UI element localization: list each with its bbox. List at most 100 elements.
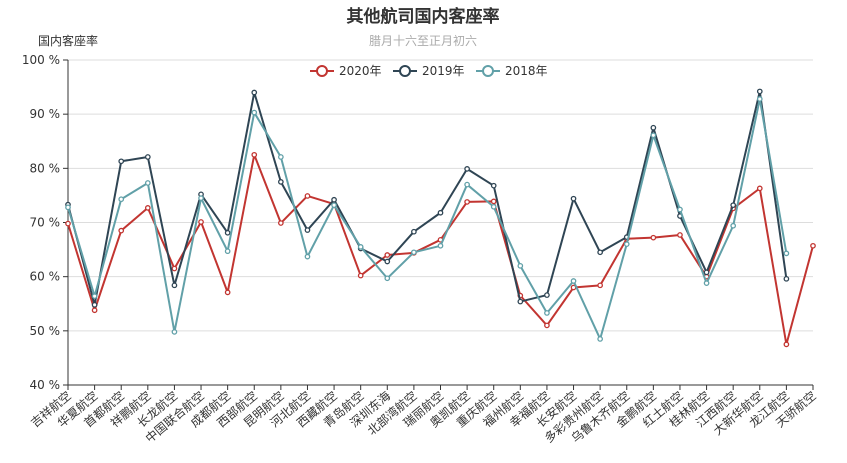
series-2019年: [65, 88, 790, 308]
legend-label: 2018年: [505, 64, 548, 78]
legend-item[interactable]: 2019年: [393, 64, 465, 78]
data-point[interactable]: [597, 249, 603, 256]
data-point[interactable]: [251, 89, 258, 96]
data-point[interactable]: [91, 307, 98, 314]
data-point[interactable]: [677, 206, 683, 213]
data-point[interactable]: [411, 249, 417, 256]
data-point[interactable]: [517, 262, 524, 269]
data-point[interactable]: [703, 269, 710, 276]
legend-label: 2020年: [339, 64, 382, 78]
data-point[interactable]: [384, 252, 391, 258]
y-tick-label: 50 %: [30, 324, 61, 338]
data-point[interactable]: [144, 205, 151, 211]
series-line: [67, 90, 788, 306]
y-axis-label: 国内客座率: [38, 33, 98, 48]
data-point[interactable]: [384, 258, 391, 265]
legend-marker: [316, 65, 328, 77]
data-point[interactable]: [304, 227, 311, 233]
y-tick-label: 60 %: [30, 270, 61, 284]
series-line: [67, 98, 788, 340]
data-point[interactable]: [118, 158, 125, 165]
series-group: [65, 88, 816, 348]
data-point[interactable]: [91, 301, 98, 308]
grid-lines: [68, 59, 813, 386]
data-point[interactable]: [224, 248, 231, 255]
data-point[interactable]: [490, 203, 497, 210]
data-point[interactable]: [437, 242, 444, 249]
data-point[interactable]: [464, 181, 470, 188]
data-point[interactable]: [65, 204, 71, 211]
data-point[interactable]: [650, 132, 657, 139]
legend-item[interactable]: 2020年: [310, 64, 382, 78]
data-point[interactable]: [224, 229, 231, 236]
data-point[interactable]: [65, 220, 71, 227]
data-point[interactable]: [544, 310, 550, 316]
data-point[interactable]: [251, 151, 258, 158]
data-point[interactable]: [597, 282, 603, 289]
y-tick-label: 70 %: [30, 216, 61, 230]
y-axis-ticks: 40 % 50 % 60 % 70 % 80 % 90 % 100 %: [22, 53, 69, 392]
data-point[interactable]: [517, 298, 524, 305]
data-point[interactable]: [490, 198, 497, 205]
data-point[interactable]: [464, 166, 470, 172]
data-point[interactable]: [171, 329, 178, 335]
chart-title: 其他航司国内客座率: [347, 6, 500, 27]
data-point[interactable]: [783, 341, 790, 348]
data-point[interactable]: [118, 227, 125, 234]
data-point[interactable]: [783, 250, 790, 257]
data-point[interactable]: [357, 244, 364, 250]
data-point[interactable]: [650, 124, 657, 131]
data-point[interactable]: [304, 253, 311, 260]
data-point[interactable]: [198, 219, 204, 225]
data-point[interactable]: [650, 234, 657, 241]
y-tick-label: 40 %: [30, 378, 61, 392]
data-point[interactable]: [570, 195, 577, 202]
chart-subtitle: 腊月十六至正月初六: [369, 34, 477, 48]
data-point[interactable]: [224, 289, 231, 296]
data-point[interactable]: [278, 220, 284, 226]
data-point[interactable]: [171, 265, 178, 272]
data-point[interactable]: [730, 202, 737, 209]
data-point[interactable]: [331, 196, 337, 203]
data-point[interactable]: [703, 280, 710, 287]
series-2018年: [65, 96, 790, 342]
data-point[interactable]: [411, 228, 417, 235]
y-tick-label: 100 %: [22, 53, 60, 67]
data-point[interactable]: [331, 202, 337, 209]
series-line: [67, 153, 814, 346]
data-point[interactable]: [198, 195, 204, 201]
data-point[interactable]: [756, 96, 763, 102]
data-point[interactable]: [144, 180, 151, 186]
legend-marker: [399, 65, 411, 77]
y-tick-label: 90 %: [30, 107, 61, 121]
data-point[interactable]: [251, 109, 258, 116]
data-point[interactable]: [384, 275, 391, 282]
legend-marker: [482, 65, 494, 77]
legend-label: 2019年: [422, 64, 465, 78]
data-point[interactable]: [357, 272, 364, 279]
data-point[interactable]: [171, 282, 178, 289]
data-point[interactable]: [437, 209, 444, 216]
data-point[interactable]: [756, 185, 763, 192]
data-point[interactable]: [756, 88, 763, 95]
data-point[interactable]: [677, 232, 683, 238]
data-point[interactable]: [783, 275, 790, 282]
data-point[interactable]: [570, 278, 577, 284]
data-point[interactable]: [278, 154, 284, 160]
data-point[interactable]: [544, 292, 550, 298]
data-point[interactable]: [623, 241, 630, 248]
data-point[interactable]: [810, 242, 816, 249]
data-point[interactable]: [278, 179, 284, 185]
data-point[interactable]: [490, 182, 497, 189]
data-point[interactable]: [597, 336, 603, 342]
data-point[interactable]: [144, 154, 151, 160]
data-point[interactable]: [730, 222, 737, 229]
data-point[interactable]: [91, 293, 98, 300]
legend[interactable]: 2020年 2019年 2018年: [310, 64, 548, 78]
legend-item[interactable]: 2018年: [476, 64, 548, 78]
data-point[interactable]: [464, 199, 470, 205]
data-point[interactable]: [544, 322, 550, 329]
data-point[interactable]: [118, 196, 125, 203]
data-point[interactable]: [304, 193, 311, 199]
